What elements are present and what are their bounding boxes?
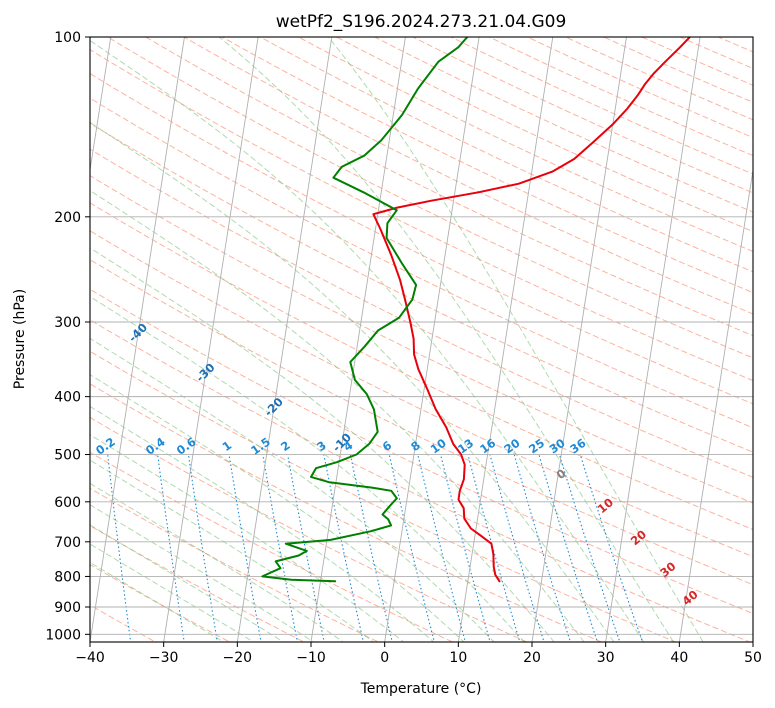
profile-series	[261, 37, 691, 583]
dry-adiabat-line	[90, 148, 753, 478]
plot-area: -100-90-80-70-60-50-40-30-20-100.10.20.4…	[89, 36, 754, 643]
isotherm-line	[90, 37, 112, 174]
y-tick-label: 900	[54, 600, 81, 616]
y-tick-label: 700	[54, 535, 81, 551]
dry-adiabat-line	[90, 230, 753, 558]
x-tick-label: −40	[75, 650, 105, 666]
isotherm-line	[678, 167, 753, 642]
plot-frame	[89, 36, 754, 643]
isotherm-line	[457, 37, 554, 642]
dry-adiabats	[90, 37, 753, 642]
dry-adiabat-line	[90, 73, 753, 405]
mixing-ratio-line	[579, 454, 644, 642]
isotherm-line	[605, 37, 701, 642]
moist-adiabat-line	[90, 524, 285, 642]
mixing-ratio-line	[228, 454, 262, 642]
y-tick-label: 400	[54, 390, 81, 406]
isotherm-line	[384, 37, 480, 642]
mixing-ratio-line	[187, 454, 218, 642]
moist-adiabat-line	[90, 405, 435, 642]
plot-background	[90, 37, 753, 642]
dry-adiabat-line	[90, 451, 454, 642]
moist-adiabat-line	[90, 543, 255, 642]
y-axis-label: Pressure (hPa)	[12, 289, 28, 389]
dewpoint-profile-line	[261, 37, 469, 583]
mixing-ratio-line	[388, 454, 435, 642]
dry-adiabat-line	[90, 97, 753, 429]
y-tick-label: 100	[54, 30, 81, 46]
isotherm-line	[163, 37, 259, 642]
y-tick-label: 500	[54, 448, 81, 464]
moist-adiabat-line	[90, 482, 345, 642]
mixing-ratio-lines	[107, 454, 644, 642]
mixing-ratio-line	[440, 454, 491, 642]
mixing-ratio-line	[157, 454, 185, 642]
dry-adiabat-line	[335, 37, 753, 233]
y-tick-label: 600	[54, 495, 81, 511]
isotherm-line	[310, 37, 406, 642]
mixing-ratio-line	[489, 454, 545, 642]
moist-adiabat-line	[90, 504, 315, 642]
isotherm-line	[90, 37, 185, 642]
x-tick-label: 30	[597, 650, 615, 666]
moist-adiabat-line	[90, 190, 585, 642]
moist-adiabat-line	[90, 121, 615, 642]
y-tick-label: 200	[54, 210, 81, 226]
x-axis-label: Temperature (°C)	[360, 681, 482, 697]
y-tick-label: 800	[54, 569, 81, 585]
isotherm-line	[531, 37, 627, 642]
temperature-profile-line	[372, 37, 691, 583]
isobars	[90, 37, 753, 635]
x-tick-label: −10	[296, 650, 326, 666]
dry-adiabat-line	[90, 122, 753, 453]
mixing-ratio-line	[107, 454, 132, 642]
isotherm-line	[236, 37, 333, 642]
x-tick-label: −30	[149, 650, 179, 666]
x-tick-label: 50	[744, 650, 762, 666]
moist-adiabat-line	[90, 374, 465, 642]
dry-adiabat-line	[411, 37, 753, 194]
isotherms	[90, 37, 753, 642]
mixing-ratio-line	[467, 454, 521, 642]
y-tick-label: 1000	[45, 627, 81, 643]
y-axis: 100 200 300 400 500 600 700 800 900 1000	[45, 30, 90, 643]
dry-adiabat-line	[106, 37, 753, 359]
x-tick-label: 40	[670, 650, 688, 666]
x-tick-label: 0	[380, 650, 389, 666]
dry-adiabat-line	[90, 288, 753, 615]
moist-adiabat-line	[90, 459, 375, 642]
plot-body: -100-90-80-70-60-50-40-30-20-100.10.20.4…	[90, 37, 753, 642]
mixing-ratio-line	[417, 454, 466, 642]
moist-adiabat-line	[90, 561, 225, 642]
dry-adiabat-line	[297, 37, 753, 253]
dry-adiabat-line	[90, 350, 677, 642]
dry-adiabat-line	[488, 37, 753, 157]
dry-adiabat-line	[90, 487, 380, 642]
dry-adiabat-line	[90, 49, 753, 382]
dry-adiabat-line	[90, 259, 753, 586]
mixing-ratio-line	[558, 454, 621, 642]
y-tick-label: 300	[54, 315, 81, 331]
moist-adiabats	[90, 37, 704, 642]
x-tick-label: 20	[523, 650, 541, 666]
dry-adiabat-line	[90, 319, 752, 642]
mixing-ratio-line	[513, 454, 572, 642]
moist-adiabat-line	[90, 337, 495, 642]
x-tick-label: 10	[449, 650, 467, 666]
x-tick-label: −20	[223, 650, 253, 666]
chart-title: wetPf2_S196.2024.273.21.04.G09	[276, 12, 567, 32]
dry-adiabat-line	[144, 37, 753, 337]
x-axis: −40 −30 −20 −10 0 10 20 30 40 50	[75, 642, 762, 666]
mixing-ratio-line	[538, 454, 599, 642]
moist-adiabat-line	[90, 296, 525, 642]
